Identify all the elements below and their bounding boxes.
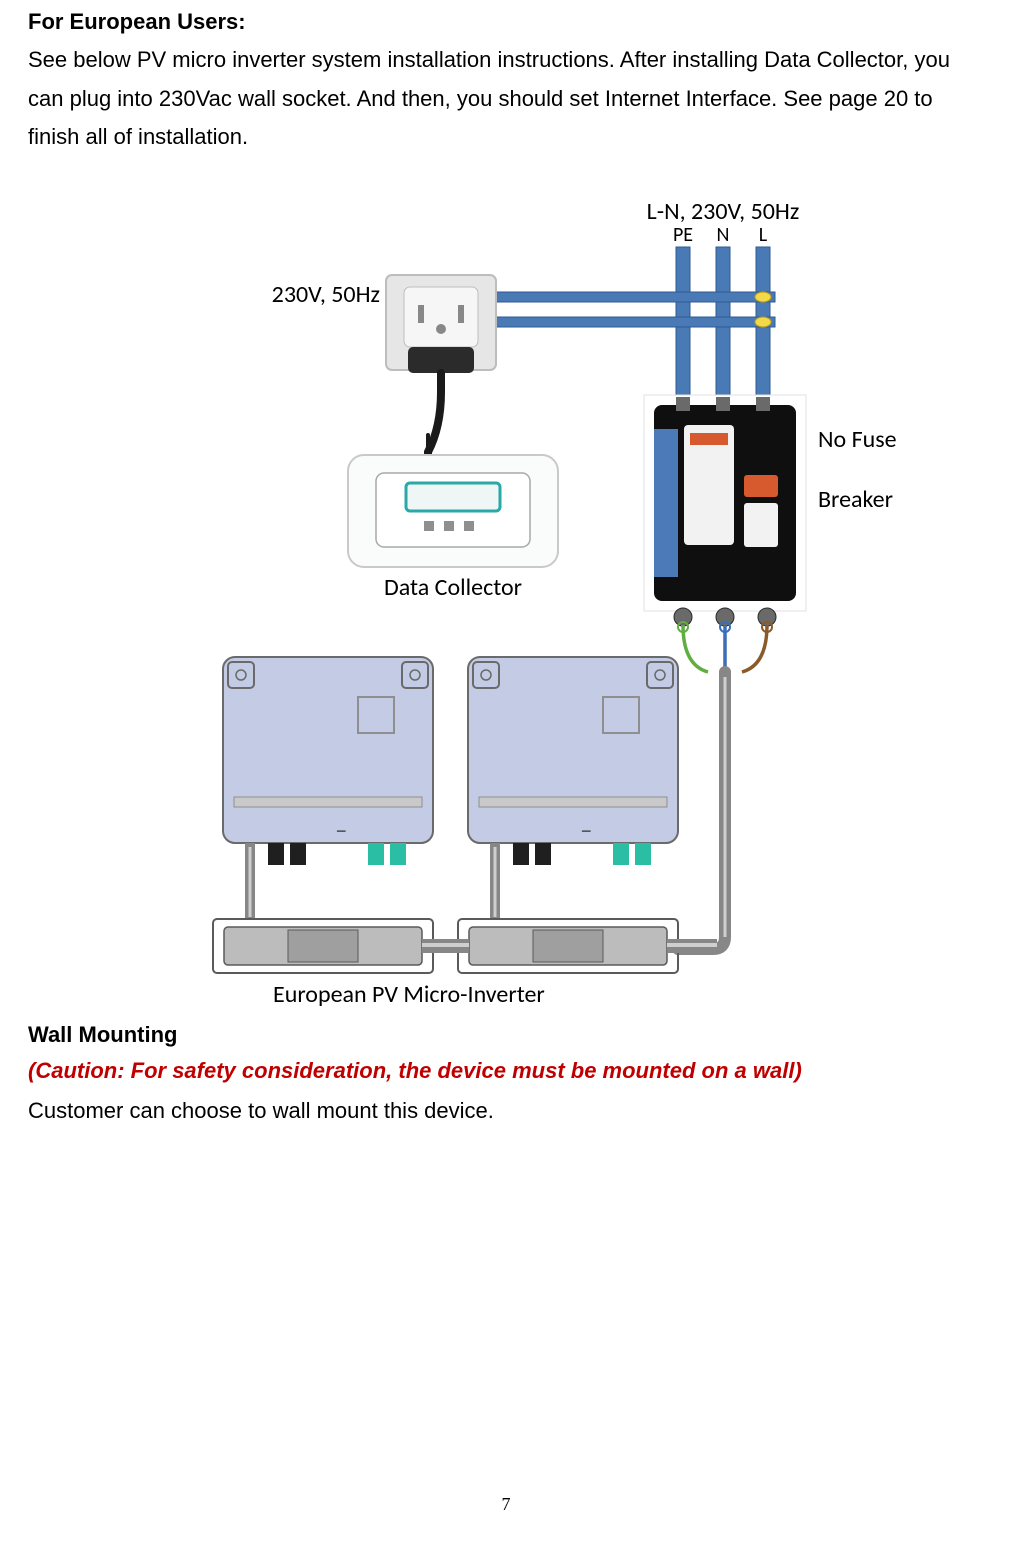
page-number: 7 <box>0 1494 1012 1515</box>
socket-label: 230V, 50Hz <box>272 280 380 309</box>
bus-bars <box>493 247 775 397</box>
wiring-diagram: L-N, 230V, 50Hz PE N L 230V, 50Hz <box>28 197 984 1017</box>
bus-n-label: N <box>717 223 730 247</box>
caution-text: (Caution: For safety consideration, the … <box>28 1052 984 1091</box>
no-fuse-breaker <box>644 395 806 626</box>
collector-label: Data Collector <box>384 573 522 602</box>
bus-pe-label: PE <box>673 223 693 247</box>
bus-main-label: L-N, 230V, 50Hz <box>647 197 800 226</box>
paragraph-wall-mount: Customer can choose to wall mount this d… <box>28 1092 984 1131</box>
wall-socket <box>386 275 496 459</box>
paragraph-instructions: See below PV micro inverter system insta… <box>28 41 984 157</box>
svg-text:−: − <box>581 821 592 841</box>
breaker-label-line1: No Fuse <box>818 425 897 454</box>
bus-l-label: L <box>759 223 768 247</box>
micro-inverter-1: − <box>223 657 433 919</box>
data-collector <box>348 435 558 567</box>
heading-wall-mounting: Wall Mounting <box>28 1013 984 1052</box>
document-page: For European Users: See below PV micro i… <box>0 0 1012 1541</box>
breaker-label-line2: Breaker <box>818 485 893 514</box>
svg-text:−: − <box>336 821 347 841</box>
heading-european-users: For European Users: <box>28 0 984 39</box>
ac-trunk <box>213 919 717 973</box>
micro-inverter-2: − <box>468 657 678 919</box>
breaker-output-wires <box>678 622 772 949</box>
inverter-caption: European PV Micro-Inverter <box>273 980 545 1009</box>
